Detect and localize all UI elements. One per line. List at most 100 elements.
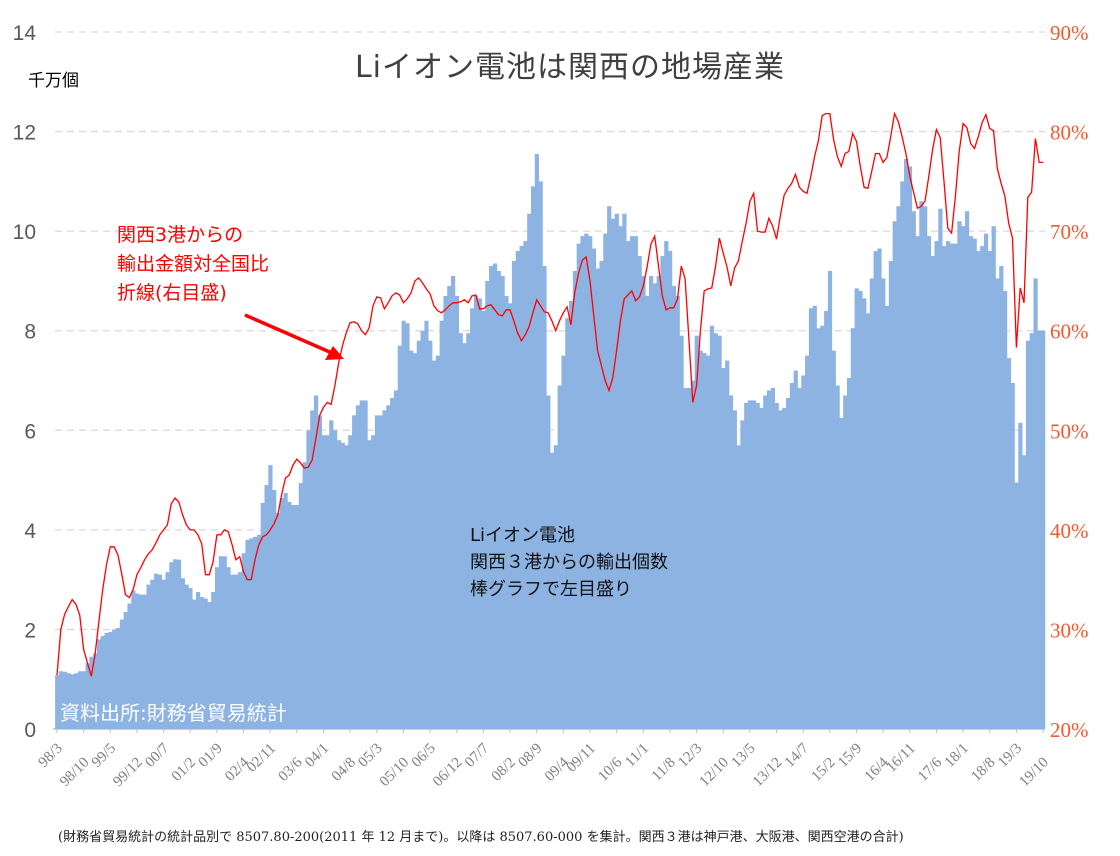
bar xyxy=(698,350,703,729)
bar xyxy=(546,395,551,729)
bar xyxy=(180,578,185,729)
bar xyxy=(1029,333,1034,729)
bar xyxy=(755,402,760,729)
bar xyxy=(119,619,125,729)
bar-annotation-line: Liイオン電池 xyxy=(470,525,576,546)
bar xyxy=(199,597,204,729)
bar xyxy=(728,395,734,729)
bar xyxy=(287,501,292,729)
x-tick-label: 99/5 xyxy=(89,741,119,771)
bar xyxy=(279,497,284,729)
bar xyxy=(272,490,277,729)
bar xyxy=(237,572,243,729)
bar xyxy=(877,248,882,729)
bar xyxy=(283,493,288,729)
left-tick-label: 14 xyxy=(13,22,37,45)
bar xyxy=(869,278,874,729)
bar xyxy=(112,629,117,729)
right-tick-label: 90% xyxy=(1050,21,1089,45)
x-tick-label: 19/3 xyxy=(995,741,1025,771)
bar xyxy=(565,318,570,729)
bar xyxy=(154,573,159,729)
bar xyxy=(709,325,715,729)
bar xyxy=(603,233,608,729)
bar xyxy=(618,226,623,729)
bar xyxy=(184,584,189,729)
bar xyxy=(668,251,673,730)
bar xyxy=(1010,382,1015,729)
bar xyxy=(591,248,597,729)
bar xyxy=(572,270,578,729)
bar xyxy=(222,556,227,729)
bar xyxy=(976,251,981,730)
line-series xyxy=(56,111,1043,677)
left-tick-label: 6 xyxy=(24,420,36,443)
bar xyxy=(386,405,391,729)
bar xyxy=(694,335,699,729)
left-axis-ticks: 0 2 4 6 8 10 12 14 xyxy=(13,22,37,742)
x-tick-label: 19/10 xyxy=(1016,755,1051,790)
bar xyxy=(626,241,631,729)
bar xyxy=(961,226,966,729)
bar xyxy=(1041,330,1046,729)
bar xyxy=(827,270,833,729)
x-tick-label: 15/9 xyxy=(835,741,865,771)
bar xyxy=(116,627,121,729)
annotation-arrow xyxy=(244,313,344,360)
bar xyxy=(424,320,429,729)
bar xyxy=(390,397,395,729)
left-tick-label: 4 xyxy=(24,520,36,543)
line-annotation-line: 関西3港からの xyxy=(117,224,244,246)
bar xyxy=(607,206,612,729)
bar xyxy=(253,536,258,729)
bar xyxy=(858,290,863,729)
bar xyxy=(264,485,269,729)
bar xyxy=(964,211,970,729)
bar xyxy=(942,246,947,730)
bar xyxy=(766,390,772,729)
bar xyxy=(778,410,783,729)
bar xyxy=(146,584,151,729)
bar xyxy=(523,241,528,729)
bar xyxy=(991,226,996,729)
x-tick-label: 16/11 xyxy=(883,741,918,776)
bar xyxy=(393,390,399,729)
footer-note: (財務省貿易統計の統計品別で 8507.80-200(2011 年 12 月まで… xyxy=(58,830,904,845)
bar xyxy=(157,574,163,729)
bar xyxy=(142,594,147,729)
bar xyxy=(519,246,524,730)
bar xyxy=(367,440,372,729)
bar xyxy=(557,385,562,729)
bar xyxy=(622,213,627,730)
bar xyxy=(100,635,105,729)
bar xyxy=(983,233,989,729)
bar xyxy=(553,445,559,729)
bar xyxy=(336,440,342,729)
bar xyxy=(260,502,265,729)
bar-annotation: Liイオン電池 関西３港からの輸出個数 棒グラフで左目盛り xyxy=(470,522,668,603)
bar xyxy=(89,656,94,729)
bar xyxy=(816,328,821,729)
bar xyxy=(873,251,878,730)
bar xyxy=(249,538,254,729)
bar xyxy=(192,599,197,729)
bar xyxy=(995,278,1000,729)
bar xyxy=(466,333,471,729)
bar xyxy=(763,395,768,729)
bar xyxy=(717,335,722,729)
bar xyxy=(850,328,855,729)
bar xyxy=(801,375,806,729)
bar xyxy=(610,218,616,730)
x-tick-label: 00/7 xyxy=(142,740,173,771)
bar xyxy=(397,345,402,729)
chart-title: Liイオン電池は関西の地場産業 xyxy=(354,50,786,85)
bar xyxy=(690,380,696,729)
bar xyxy=(317,415,322,729)
bar xyxy=(919,201,924,729)
bar xyxy=(744,402,749,729)
bar xyxy=(435,355,440,729)
bar xyxy=(123,612,128,729)
bar xyxy=(599,261,604,729)
bar xyxy=(416,340,421,729)
bar xyxy=(888,261,894,729)
